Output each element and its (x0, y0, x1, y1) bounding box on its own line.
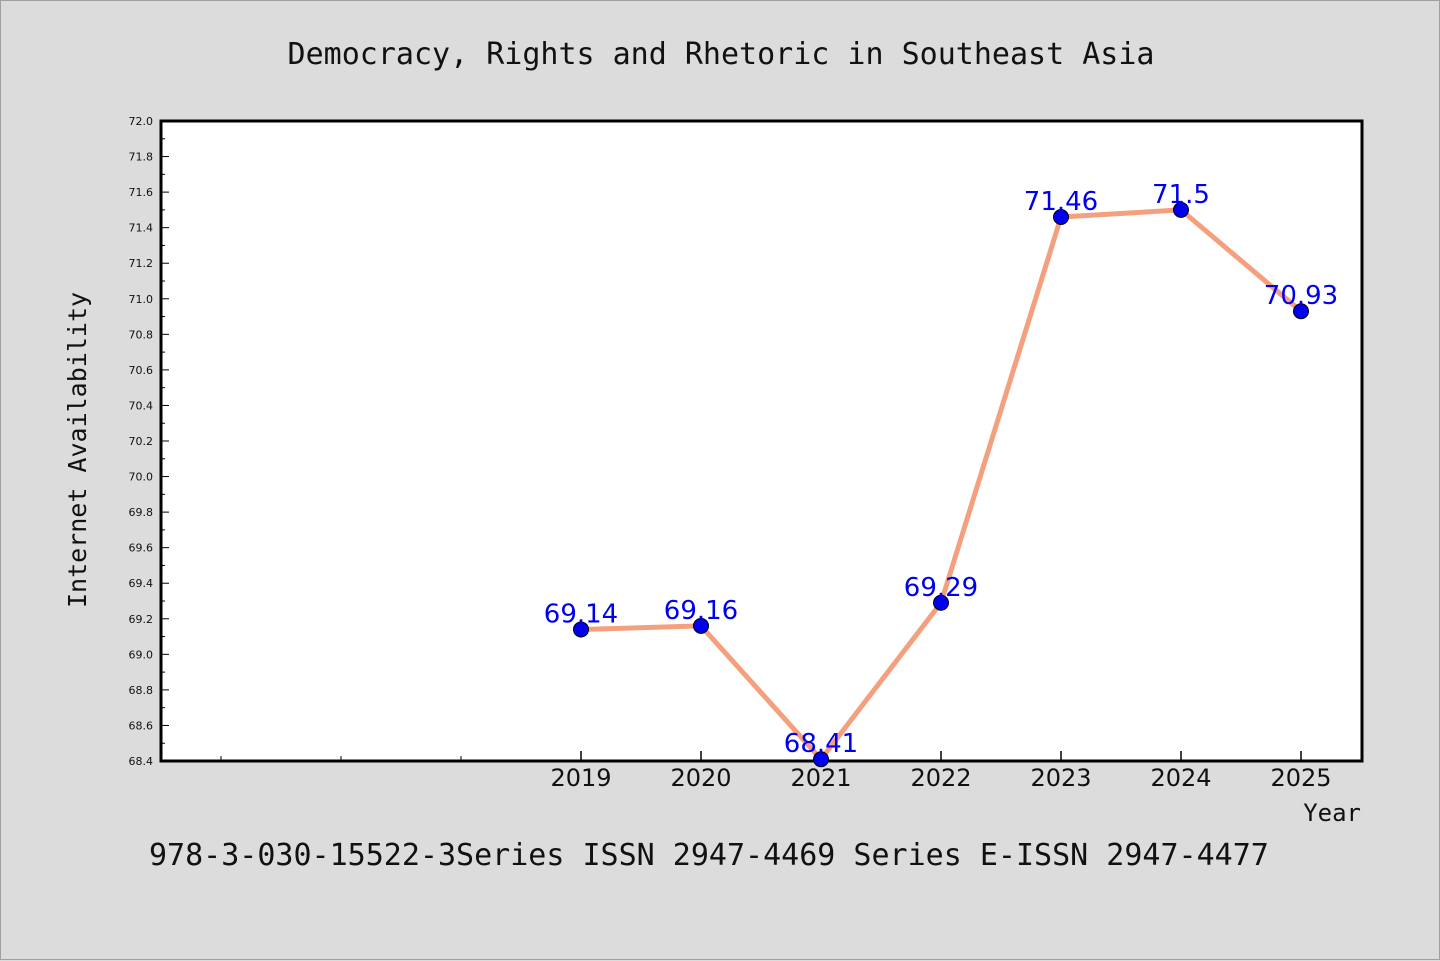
y-tick-label: 70.0 (129, 471, 154, 484)
y-tick-label: 71.2 (129, 257, 154, 270)
data-label: 70.93 (1264, 281, 1338, 311)
y-tick-label: 70.6 (129, 364, 154, 377)
y-tick-label: 70.8 (129, 328, 154, 341)
y-tick-label: 68.6 (129, 719, 154, 732)
x-tick-label: 2021 (790, 764, 851, 792)
data-point (573, 621, 589, 638)
y-axis-label: Internet Availability (63, 292, 92, 608)
chart-title: Democracy, Rights and Rhetoric in Southe… (288, 37, 1155, 72)
series-layer: 69.14 69.16 68.41 69.29 71.46 71.5 70.93 (544, 180, 1338, 768)
y-tick-label: 72.0 (129, 115, 154, 128)
data-label: 71.46 (1024, 187, 1098, 217)
y-tick-label: 69.8 (129, 506, 154, 519)
data-label: 71.5 (1152, 180, 1210, 210)
y-tick-label: 71.0 (129, 293, 154, 306)
data-label: 69.16 (664, 596, 738, 626)
y-tick-label: 70.4 (129, 399, 154, 412)
y-tick-label: 71.8 (129, 151, 154, 164)
x-tick-label: 2020 (670, 764, 731, 792)
x-tick-label: 2025 (1270, 764, 1331, 792)
data-point (813, 751, 829, 768)
y-axis: 68.4 68.6 68.8 69.0 69.2 69.4 69.6 69.8 70.0 70.2… (129, 115, 169, 768)
data-point (693, 617, 709, 634)
x-tick-label: 2023 (1030, 764, 1091, 792)
data-point (1053, 209, 1069, 225)
y-tick-label: 71.6 (129, 186, 154, 199)
data-label: 68.41 (784, 729, 858, 759)
data-label: 69.14 (544, 599, 618, 629)
y-tick-label: 70.2 (129, 435, 154, 448)
y-tick-label: 68.4 (129, 755, 154, 768)
footer-isbn: 978-3-030-15522-3Series ISSN 2947-4469 S… (149, 838, 1269, 873)
y-tick-label: 68.8 (129, 684, 154, 697)
data-label: 69.29 (904, 573, 978, 603)
x-tick-label: 2022 (910, 764, 971, 792)
data-point (933, 594, 949, 611)
data-point (1293, 303, 1309, 320)
plot-area (159, 119, 1364, 763)
x-tick-label: 2024 (1150, 764, 1211, 792)
y-tick-label: 69.0 (129, 648, 154, 661)
y-tick-label: 71.4 (129, 222, 154, 235)
x-tick-label: 2019 (550, 764, 611, 792)
y-tick-label: 69.6 (129, 542, 154, 555)
x-axis-label: Year (1303, 799, 1361, 827)
x-axis: 2019 2020 2021 2022 2023 2024 2025 (220, 751, 1332, 792)
data-point (1173, 201, 1189, 218)
y-tick-label: 69.4 (129, 577, 154, 590)
y-tick-label: 69.2 (129, 613, 154, 626)
